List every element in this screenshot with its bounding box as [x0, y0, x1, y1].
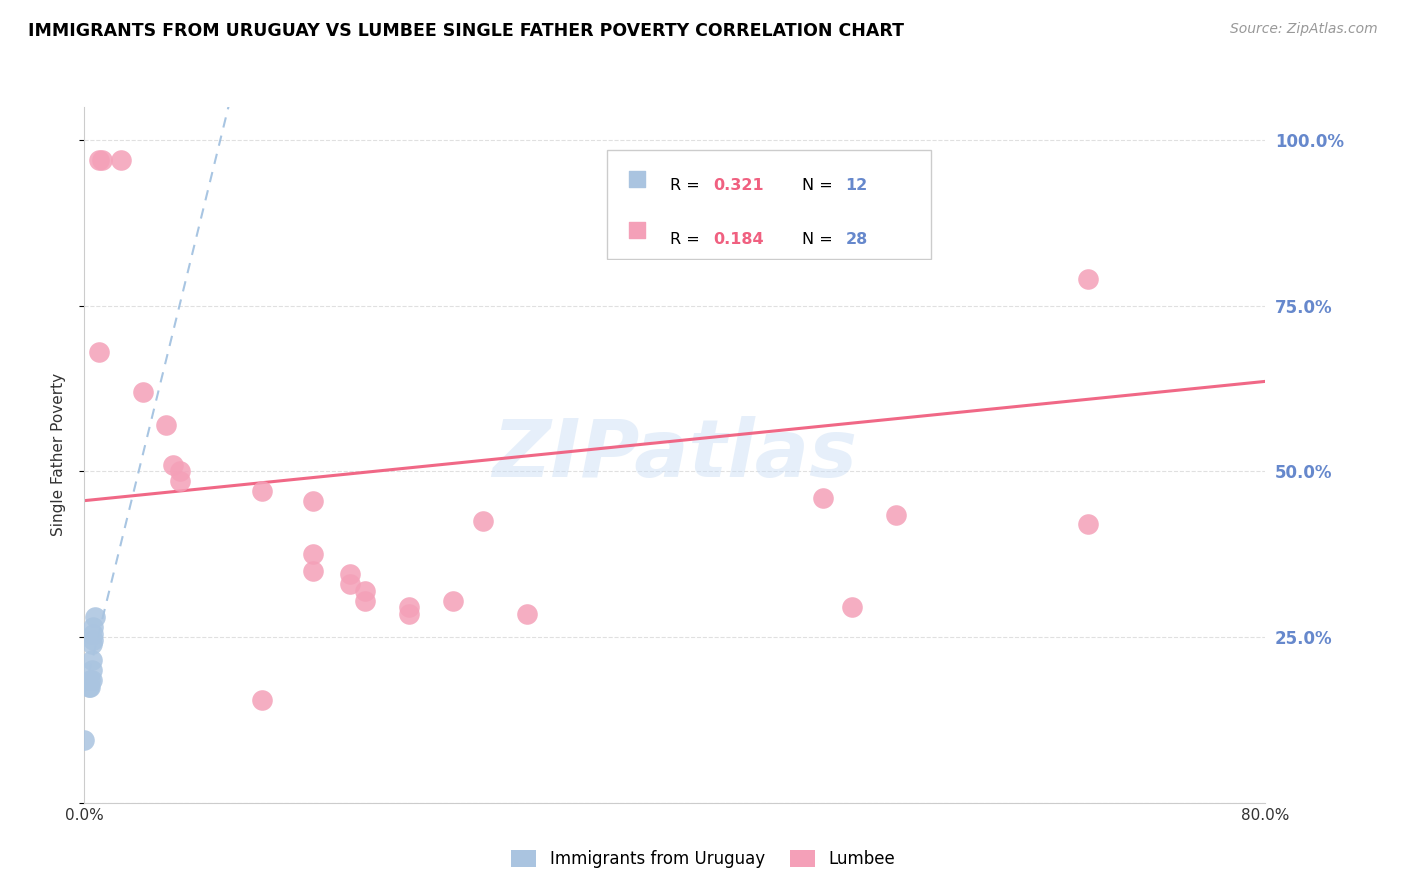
Text: N =: N = [803, 178, 838, 194]
Point [82, 620, 104, 634]
Point [811, 491, 834, 505]
Point [73, 732, 96, 747]
Y-axis label: Single Father Poverty: Single Father Poverty [51, 374, 66, 536]
Point [250, 484, 273, 499]
Text: ZIPatlas: ZIPatlas [492, 416, 858, 494]
Point [354, 583, 377, 598]
Point [79, 680, 101, 694]
Point [80, 663, 103, 677]
Point [89, 153, 111, 167]
Point [80, 653, 103, 667]
Point [302, 547, 325, 561]
Text: 0.321: 0.321 [713, 178, 763, 194]
Text: R =: R = [671, 232, 704, 247]
Point [77, 680, 100, 694]
Point [886, 508, 908, 522]
Text: 12: 12 [845, 178, 868, 194]
Point [398, 600, 420, 615]
Point [516, 607, 538, 621]
Point [441, 593, 464, 607]
Point [250, 693, 273, 707]
Point [169, 465, 191, 479]
Point [83, 610, 105, 624]
Point [169, 475, 191, 489]
Text: Source: ZipAtlas.com: Source: ZipAtlas.com [1230, 22, 1378, 37]
Text: 28: 28 [845, 232, 868, 247]
Point [79, 673, 101, 688]
Point [398, 607, 420, 621]
Text: N =: N = [803, 232, 838, 247]
Point [132, 384, 155, 399]
Point [162, 458, 184, 472]
Point [339, 577, 361, 591]
Legend: Immigrants from Uruguay, Lumbee: Immigrants from Uruguay, Lumbee [505, 843, 901, 875]
Point [302, 494, 325, 508]
Text: R =: R = [671, 178, 704, 194]
Point [110, 153, 132, 167]
Point [1077, 517, 1099, 532]
Point [302, 564, 325, 578]
Point [155, 418, 177, 433]
Point [626, 223, 648, 237]
Point [89, 345, 111, 359]
Point [91, 153, 114, 167]
FancyBboxPatch shape [607, 150, 931, 259]
Point [354, 593, 377, 607]
Point [82, 633, 104, 648]
Text: IMMIGRANTS FROM URUGUAY VS LUMBEE SINGLE FATHER POVERTY CORRELATION CHART: IMMIGRANTS FROM URUGUAY VS LUMBEE SINGLE… [28, 22, 904, 40]
Point [339, 567, 361, 582]
Point [82, 627, 104, 641]
Point [80, 673, 103, 688]
Point [1077, 272, 1099, 286]
Point [472, 514, 495, 528]
Text: 0.184: 0.184 [713, 232, 763, 247]
Point [841, 600, 863, 615]
Point [626, 171, 648, 186]
Point [80, 637, 103, 651]
